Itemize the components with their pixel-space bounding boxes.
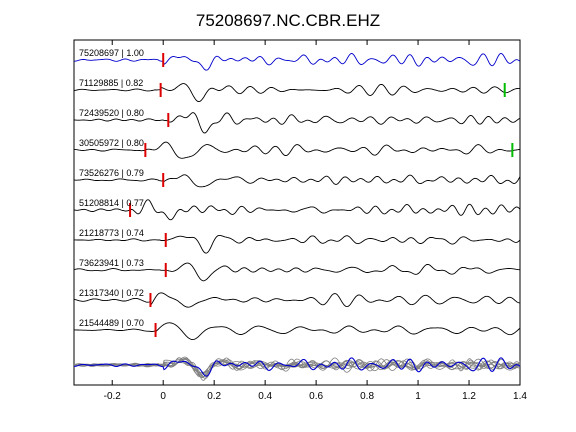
x-tick-label: 1.4 xyxy=(513,391,527,402)
x-tick-label: 1 xyxy=(415,391,421,402)
overlay-trace-4 xyxy=(73,358,521,376)
trace-label-9: 21317340 | 0.72 xyxy=(79,288,144,298)
trace-line-5 xyxy=(74,174,521,188)
trace-line-4 xyxy=(74,141,521,159)
trace-label-10: 21544489 | 0.70 xyxy=(79,318,144,328)
trace-label-8: 73623941 | 0.73 xyxy=(79,258,144,268)
plot-area xyxy=(73,39,521,386)
chart-title: 75208697.NC.CBR.EHZ xyxy=(196,11,380,30)
trace-label-5: 73526276 | 0.79 xyxy=(79,168,144,178)
trace-line-6 xyxy=(73,199,521,221)
x-axis-ticks: -0.2 0 0.2 0.4 0.6 0.8 1 1.2 1.4 xyxy=(104,40,527,402)
trace-group xyxy=(73,53,521,341)
x-tick-label: 0.8 xyxy=(360,391,374,402)
x-tick-label: 0.2 xyxy=(207,391,221,402)
overlay-trace-7 xyxy=(74,358,521,379)
trace-line-7 xyxy=(74,234,521,254)
trace-line-10 xyxy=(73,322,521,341)
trace-label-7: 21218773 | 0.74 xyxy=(79,228,144,238)
trace-label-4: 30505972 | 0.80 xyxy=(79,138,144,148)
trace-line-1 xyxy=(74,53,521,71)
pick-marker-group xyxy=(129,53,514,337)
x-tick-label: 0 xyxy=(160,391,166,402)
x-tick-label: 0.6 xyxy=(309,391,323,402)
trace-line-8 xyxy=(73,262,521,282)
x-tick-label: -0.2 xyxy=(104,391,122,402)
trace-label-6: 51208814 | 0.77 xyxy=(79,198,144,208)
overlay-trace-9 xyxy=(73,357,520,377)
trace-label-3: 72439520 | 0.80 xyxy=(79,108,144,118)
x-tick-label: 1.2 xyxy=(462,391,476,402)
stacked-overlay-group xyxy=(73,356,521,381)
trace-label-group: 75208697 | 1.00 71129885 | 0.82 72439520 |… xyxy=(79,48,144,328)
trace-line-9 xyxy=(73,292,521,308)
overlay-trace-1 xyxy=(74,357,521,377)
x-tick-label: 0.4 xyxy=(258,391,272,402)
axes-box xyxy=(73,39,521,386)
trace-label-2: 71129885 | 0.82 xyxy=(79,78,143,88)
trace-line-2 xyxy=(73,83,521,103)
trace-label-1: 75208697 | 1.00 xyxy=(79,48,144,58)
trace-line-3 xyxy=(73,112,521,134)
